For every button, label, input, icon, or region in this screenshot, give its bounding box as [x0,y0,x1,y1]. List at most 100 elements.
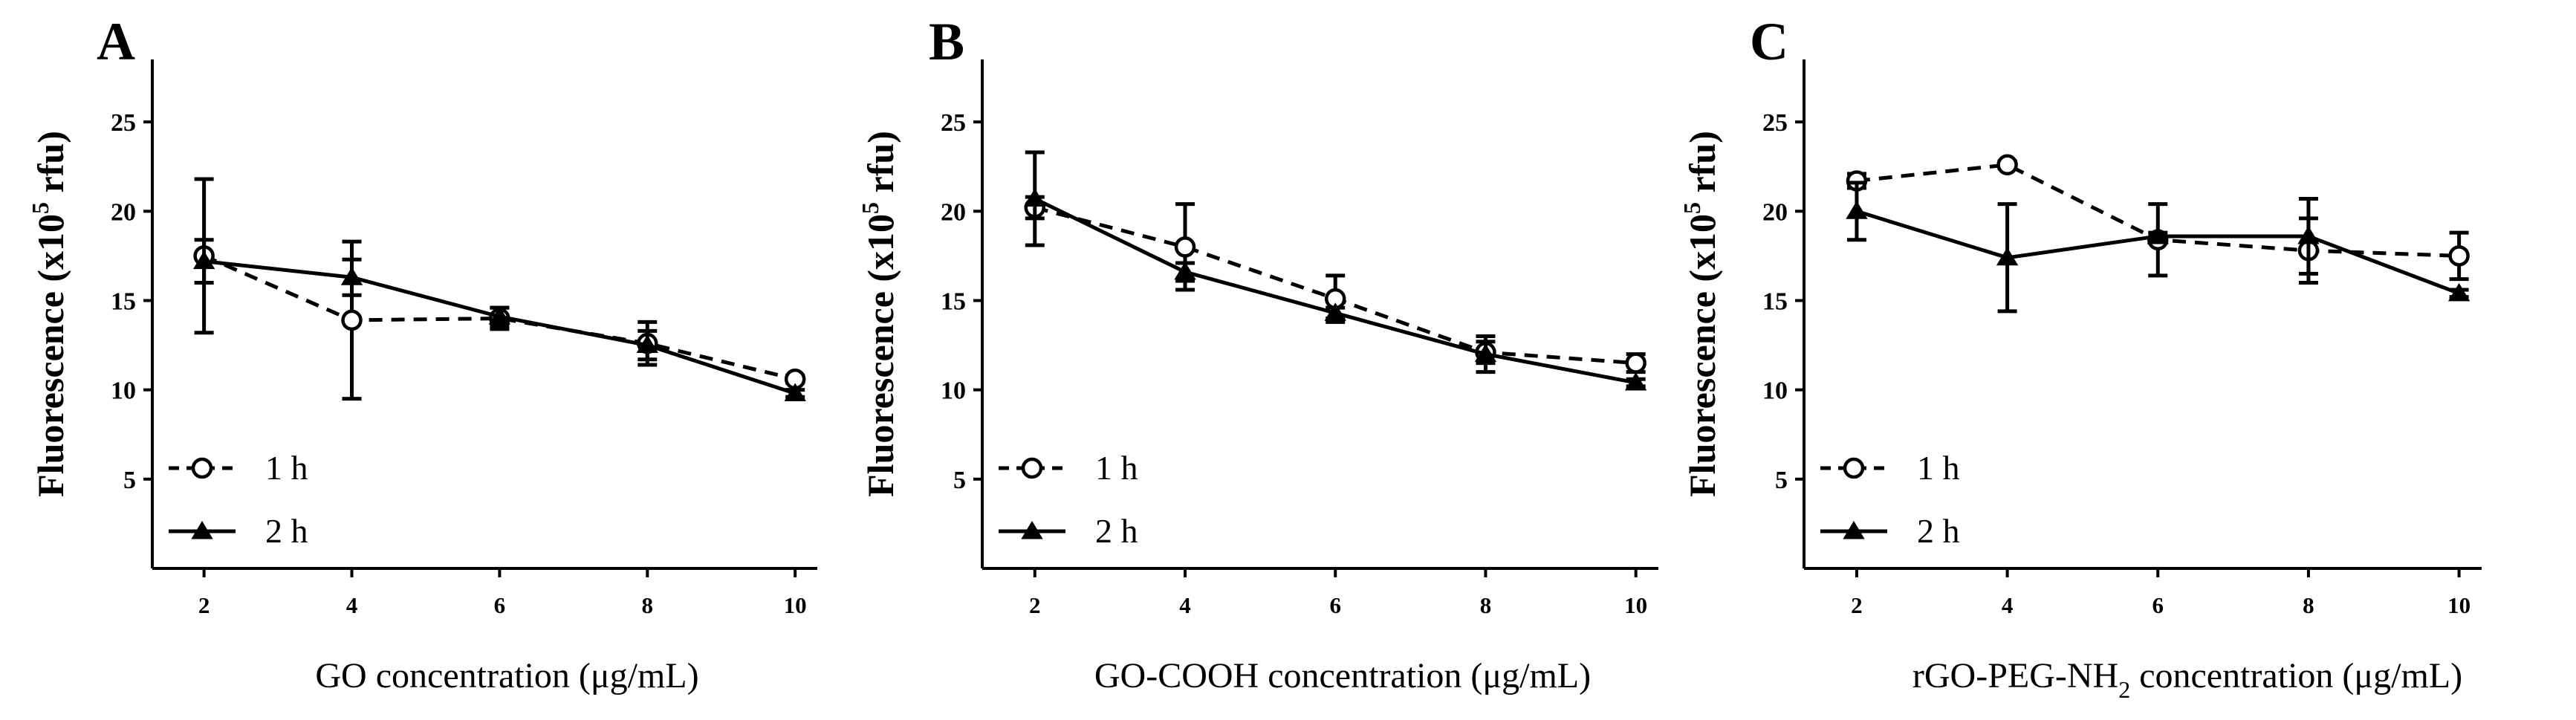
x-tick-label: 10 [784,592,807,618]
y-axis-title-rest: rfu) [1681,131,1723,202]
x-axis-title-base: GO-COOH concentration (μg/mL) [1094,656,1591,695]
y-axis-title-sup: 5 [27,202,53,214]
y-tick-label: 25 [1762,109,1788,137]
y-axis-title-base: Fluorescence (x10 [860,214,901,497]
x-tick-label: 2 [1851,592,1863,618]
data-point-triangle [636,334,658,354]
data-point-triangle [1846,201,1868,219]
x-tick-label: 2 [1029,592,1041,618]
y-tick-label: 15 [111,288,136,315]
y-axis-title-rest: rfu) [30,131,71,202]
x-axis-title: GO-COOH concentration (μg/mL) [1094,656,1591,695]
x-axis-title-base: GO concentration (μg/mL) [315,656,698,695]
x-tick-label: 10 [1624,592,1647,618]
legend-label: 1 h [1095,449,1138,487]
y-axis-title-sup: 5 [1678,202,1705,214]
x-tick-label: 6 [1329,592,1341,618]
data-point-triangle [2447,282,2470,302]
y-tick-label: 5 [123,467,136,494]
y-tick-label: 20 [111,198,136,226]
y-tick-label: 20 [941,198,966,226]
data-point-triangle [784,383,806,401]
x-tick-label: 8 [2303,592,2314,618]
x-axis-title: GO concentration (μg/mL) [315,656,698,695]
y-axis-title-base: Fluorescence (x10 [1681,214,1723,497]
data-point-triangle [192,250,215,270]
series-2h [192,238,806,401]
data-point-triangle [340,267,363,285]
x-tick-label: 4 [346,592,358,618]
data-point-circle [1996,154,2018,176]
series-2h [1024,150,1647,391]
y-axis-title-rest: rfu) [860,131,901,202]
y-tick-label: 10 [1762,377,1788,405]
data-point-triangle [1324,302,1346,321]
panel-letter: A [97,12,135,71]
y-axis-title: Fluorescence (x105 rfu) [1678,131,1723,497]
x-axis-title-sub: 2 [2118,676,2130,703]
data-point-triangle [1624,372,1647,391]
y-tick-label: 10 [111,377,136,405]
data-point-triangle [1174,262,1196,280]
x-axis-title-base: rGO-PEG-NH [1912,656,2118,695]
x-tick-label: 6 [494,592,506,618]
y-axis-title: Fluorescence (x105 rfu) [857,131,901,497]
series-1h [1846,154,2470,285]
data-point-triangle [1996,247,2019,266]
y-tick-label: 25 [111,109,136,137]
x-tick-label: 8 [642,592,654,618]
x-axis-title: rGO-PEG-NH2 concentration (μg/mL) [1912,656,2462,703]
x-tick-label: 8 [1480,592,1492,618]
legend-label: 2 h [1095,512,1138,550]
y-axis-title-base: Fluorescence (x10 [30,214,71,497]
legend-marker-triangle [191,521,213,539]
legend-marker-circle [1021,457,1043,479]
legend-entry: 2 h [169,512,308,550]
y-tick-label: 10 [941,377,966,405]
y-axis-title: Fluorescence (x105 rfu) [27,131,71,497]
data-point-circle [2448,245,2470,267]
x-tick-label: 6 [2152,592,2164,618]
y-axis-title-sup: 5 [857,202,883,214]
y-tick-label: 5 [953,467,966,494]
x-tick-label: 4 [1179,592,1191,618]
data-point-circle [1625,352,1647,374]
x-tick-label: 2 [198,592,210,618]
y-tick-label: 15 [1762,288,1788,315]
legend-label: 2 h [265,512,308,550]
series-2h [1846,181,2470,314]
legend-entry: 1 h [999,449,1138,487]
data-point-triangle [488,306,511,325]
legend-marker-triangle [1843,521,1865,539]
x-tick-label: 4 [2002,592,2014,618]
legend-label: 1 h [265,449,308,487]
legend-marker-circle [191,457,213,479]
data-point-triangle [1474,343,1497,363]
legend-label: 1 h [1917,449,1960,487]
data-point-circle [341,309,363,331]
legend-marker-triangle [1021,521,1043,539]
x-axis-title-rest: concentration (μg/mL) [2130,656,2462,695]
legend-marker-circle [1843,457,1865,479]
y-tick-label: 25 [941,109,966,137]
data-point-triangle [1024,188,1046,207]
data-point-triangle [2147,225,2169,244]
legend-entry: 2 h [999,512,1138,550]
panel-letter: C [1750,12,1788,71]
legend-label: 2 h [1917,512,1960,550]
panel-letter: B [929,12,964,71]
legend-entry: 1 h [1820,449,1960,487]
x-tick-label: 10 [2447,592,2470,618]
legend-entry: 1 h [169,449,308,487]
data-point-circle [1174,236,1196,258]
y-tick-label: 5 [1775,467,1788,494]
y-tick-label: 15 [941,288,966,315]
data-point-triangle [2297,225,2320,244]
series-1h [1024,195,1647,374]
y-tick-label: 20 [1762,198,1788,226]
